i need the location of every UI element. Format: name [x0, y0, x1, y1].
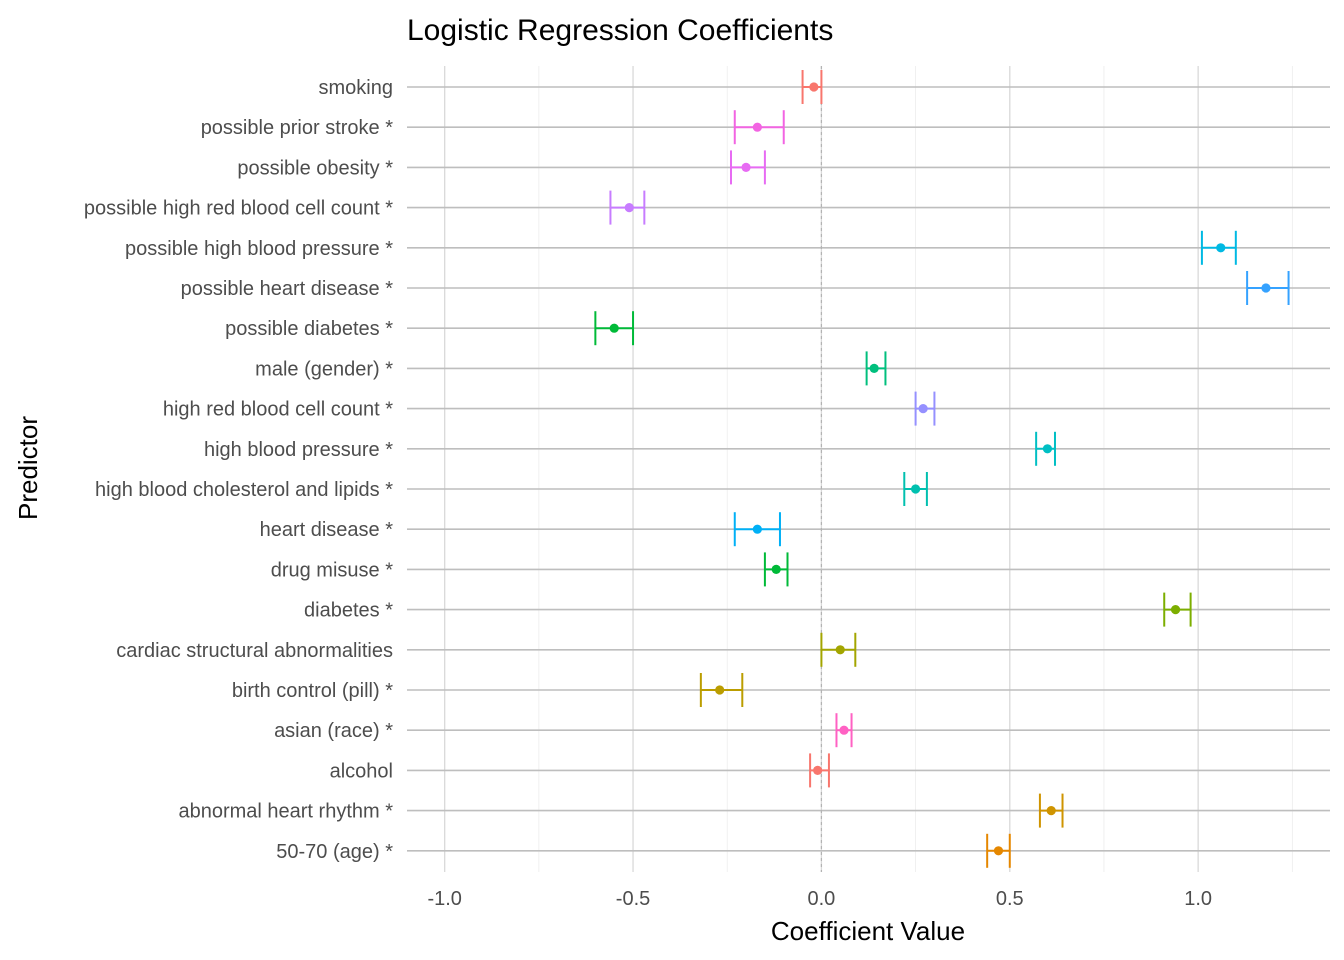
error-bar-group: [763, 552, 789, 587]
y-tick-label: cardiac structural abnormalities: [116, 640, 393, 662]
x-tick-label: 0.0: [808, 888, 836, 910]
error-bar-group: [1200, 230, 1237, 265]
point-estimate: [869, 363, 879, 373]
y-tick-label: birth control (pill) *: [232, 680, 393, 702]
axis-ticks: -1.0 -0.5 0.0 0.5 1.0 smoking possible prior s…: [84, 77, 1212, 910]
error-bar-group: [820, 632, 857, 667]
point-estimate: [771, 564, 781, 575]
error-bar-group: [865, 351, 887, 386]
x-axis-title: Coefficient Value: [771, 916, 965, 946]
error-bar-group: [903, 472, 928, 506]
x-tick-label: 1.0: [1184, 888, 1212, 910]
point-estimate: [1261, 283, 1271, 293]
y-tick-label: possible diabetes *: [225, 318, 393, 340]
point-estimate: [752, 122, 762, 132]
point-estimate: [609, 323, 619, 333]
error-bar-group: [733, 110, 785, 145]
point-estimate: [809, 82, 819, 92]
error-bar-group: [1035, 431, 1056, 466]
point-estimate: [813, 765, 823, 776]
grid: [407, 66, 1330, 872]
error-bar-group: [1163, 592, 1192, 627]
point-estimate: [1046, 806, 1056, 816]
error-bar-group: [809, 753, 830, 788]
point-estimate: [1216, 243, 1226, 253]
point-estimate: [910, 484, 921, 494]
y-tick-label: possible high blood pressure *: [125, 238, 393, 260]
y-tick-label: smoking: [319, 77, 393, 99]
point-estimate: [839, 725, 849, 735]
y-tick-label: high red blood cell count *: [163, 399, 393, 421]
y-tick-label: diabetes *: [304, 600, 393, 622]
error-bar-group: [733, 512, 781, 547]
error-bars: [594, 70, 1290, 868]
y-tick-label: male (gender) *: [255, 358, 393, 380]
point-estimate: [993, 846, 1004, 856]
point-estimate: [741, 162, 751, 172]
error-bar-group: [801, 70, 823, 104]
y-axis-title: Predictor: [13, 416, 43, 520]
error-bar-group: [914, 391, 936, 426]
error-bar-group: [986, 833, 1011, 868]
x-tick-label: -0.5: [616, 888, 650, 910]
error-bar-group: [1246, 271, 1290, 305]
y-tick-label: alcohol: [330, 760, 393, 782]
point-estimate: [624, 203, 634, 213]
error-bar-group: [594, 311, 635, 346]
point-estimate: [1170, 605, 1181, 615]
y-tick-label: heart disease *: [260, 519, 394, 541]
chart-title: Logistic Regression Coefficients: [407, 14, 833, 47]
error-bar-group: [729, 150, 766, 185]
x-tick-label: 0.5: [996, 888, 1024, 910]
y-tick-label: possible high red blood cell count *: [84, 198, 393, 220]
point-estimate: [835, 645, 845, 655]
y-tick-label: abnormal heart rhythm *: [178, 801, 393, 823]
y-tick-label: asian (race) *: [274, 720, 393, 742]
y-tick-label: possible prior stroke *: [201, 117, 394, 139]
error-bar-group: [609, 190, 646, 225]
error-bar-group: [1038, 793, 1064, 828]
y-tick-label: drug misuse *: [271, 559, 393, 581]
x-tick-label: -1.0: [427, 888, 461, 910]
y-tick-label: high blood pressure *: [204, 439, 393, 461]
point-estimate: [918, 404, 928, 414]
error-bar-group: [835, 713, 853, 748]
point-estimate: [715, 685, 725, 695]
y-tick-label: possible heart disease *: [181, 278, 394, 300]
y-tick-label: possible obesity *: [237, 157, 393, 179]
error-bar-group: [699, 673, 744, 707]
point-estimate: [752, 524, 762, 534]
point-estimate: [1042, 444, 1053, 454]
y-tick-label: 50-70 (age) *: [276, 841, 393, 863]
y-tick-label: high blood cholesterol and lipids *: [95, 479, 393, 501]
